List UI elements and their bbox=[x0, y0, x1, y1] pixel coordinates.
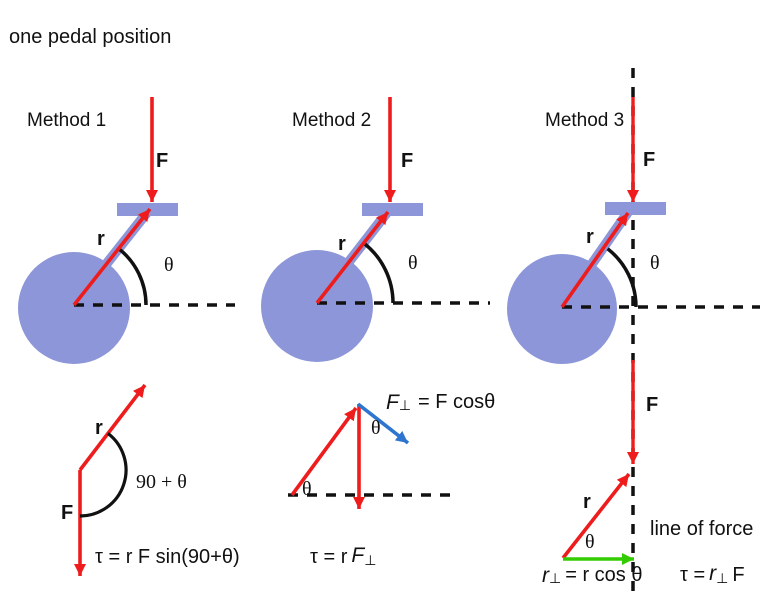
m2-formula-pre: τ = r bbox=[310, 546, 348, 568]
m2-fperp-subscript: ⊥ bbox=[398, 397, 412, 413]
m2-pedal bbox=[362, 203, 423, 216]
m1-vec-force-label: F bbox=[61, 502, 74, 524]
m1-vec-radius-arrow bbox=[78, 383, 147, 472]
m3-radius-arrow-top bbox=[560, 211, 630, 309]
m2-theta-label: θ bbox=[408, 252, 418, 274]
m3-formula-pre: τ = bbox=[680, 564, 706, 586]
m1-radius-label: r bbox=[97, 228, 105, 250]
m2-vec-fperp-arrow bbox=[356, 402, 410, 445]
m3-theta-label-bottom: θ bbox=[585, 531, 595, 553]
m2-wheel bbox=[261, 250, 373, 362]
m1-vec-angle-arc bbox=[79, 432, 128, 518]
m3-rperp-subscript: ⊥ bbox=[549, 570, 562, 586]
m3-rperp-symbol: r bbox=[542, 564, 549, 587]
m2-fperp-symbol: F bbox=[386, 391, 399, 414]
m3-line-of-force-label: line of force bbox=[650, 518, 754, 540]
m3-radius-label-bottom: r bbox=[583, 491, 591, 513]
m3-rperp-rhs: = r cos θ bbox=[565, 564, 643, 586]
m3-wheel bbox=[507, 254, 617, 364]
m3-rperp-equation: r ⊥ = r cos θ bbox=[542, 565, 642, 586]
m1-wheel bbox=[18, 252, 130, 364]
m2-torque-formula: τ = r F ⊥ bbox=[310, 544, 377, 568]
m2-radius-label: r bbox=[338, 233, 346, 255]
m3-formula-r: r bbox=[709, 562, 717, 585]
m3-formula-subscript: ⊥ bbox=[716, 570, 729, 586]
m3-formula-post: F bbox=[732, 564, 745, 586]
m2-formula-subscript: ⊥ bbox=[364, 552, 377, 568]
m1-theta-label: θ bbox=[164, 254, 174, 276]
m2-vec-radius-arrow bbox=[290, 406, 358, 497]
m1-torque-formula: τ = r F sin(90+θ) bbox=[95, 546, 240, 568]
m1-vec-radius-label: r bbox=[95, 417, 103, 439]
m3-torque-formula: τ = r ⊥ F bbox=[680, 562, 745, 586]
method2-diagram bbox=[261, 97, 490, 509]
m3-radius-label-top: r bbox=[586, 226, 594, 248]
m1-vec-angle-label: 90 + θ bbox=[136, 471, 187, 493]
m2-fperp-rhs: = F cosθ bbox=[418, 391, 496, 413]
m3-theta-arc bbox=[606, 247, 638, 308]
m3-theta-label-top: θ bbox=[650, 252, 660, 274]
method2-label: Method 2 bbox=[292, 110, 372, 131]
m1-force-label: F bbox=[156, 150, 169, 172]
m2-formula-f: F bbox=[351, 544, 365, 567]
m2-theta-arc bbox=[362, 241, 395, 304]
m1-radius-arrow bbox=[72, 207, 152, 307]
m3-radius-arrow-bottom bbox=[561, 472, 631, 560]
m3-pedal bbox=[605, 202, 666, 215]
m2-fperp-equation: F ⊥ = F cosθ bbox=[386, 392, 495, 413]
method3-diagram bbox=[507, 68, 760, 596]
m2-force-label: F bbox=[401, 150, 414, 172]
method1-label: Method 1 bbox=[27, 110, 107, 131]
m2-vec-theta-base-label: θ bbox=[302, 478, 312, 500]
method1-diagram bbox=[18, 97, 235, 576]
m3-force-label-top: F bbox=[643, 149, 656, 171]
m2-vec-theta-apex-label: θ bbox=[371, 417, 381, 439]
m1-theta-arc bbox=[117, 247, 148, 306]
method3-label: Method 3 bbox=[545, 110, 625, 131]
m2-radius-arrow bbox=[315, 210, 390, 305]
figure-title: one pedal position bbox=[9, 26, 172, 48]
m3-force-label-bottom: F bbox=[646, 394, 659, 416]
